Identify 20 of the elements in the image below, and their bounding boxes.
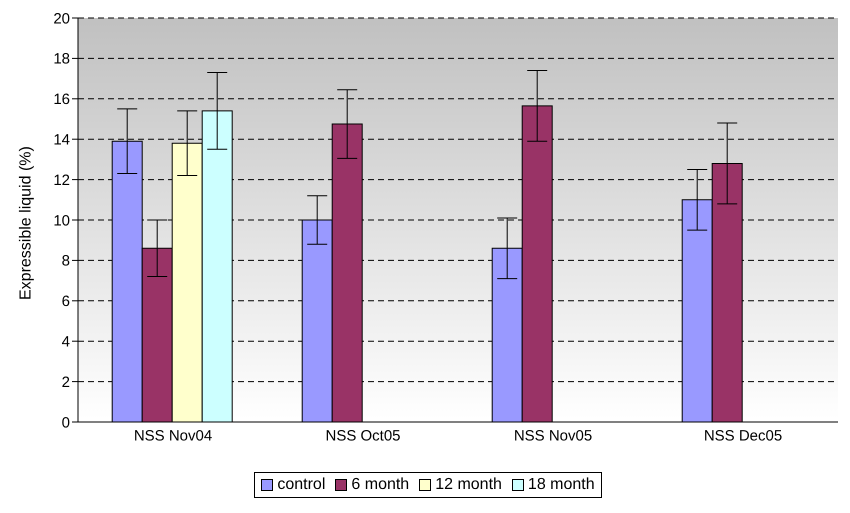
y-tick-label: 2 <box>62 374 70 391</box>
y-tick-label: 18 <box>53 50 70 68</box>
y-axis-title: Expressible liquid (%) <box>18 146 35 300</box>
y-tick-label: 8 <box>62 252 70 270</box>
legend-label: 18 month <box>526 476 595 494</box>
x-tick-label: NSS Oct05 <box>325 428 401 445</box>
x-tick-label: NSS Nov04 <box>134 428 212 445</box>
x-tick-label: NSS Dec05 <box>704 428 782 445</box>
x-tick-label: NSS Nov05 <box>514 428 592 445</box>
y-tick-label: 20 <box>53 10 70 28</box>
y-tick-label: 14 <box>53 132 70 149</box>
y-tick-label: 12 <box>53 172 70 189</box>
legend-label: control <box>276 476 326 494</box>
y-tick-label: 4 <box>62 334 70 351</box>
y-tick-label: 10 <box>53 212 70 230</box>
y-tick-label: 6 <box>62 293 70 310</box>
y-tick-label: 0 <box>62 414 70 432</box>
legend-label: 12 month <box>434 476 502 494</box>
legend-label: 6 month <box>350 476 410 494</box>
y-tick-label: 16 <box>53 91 70 108</box>
